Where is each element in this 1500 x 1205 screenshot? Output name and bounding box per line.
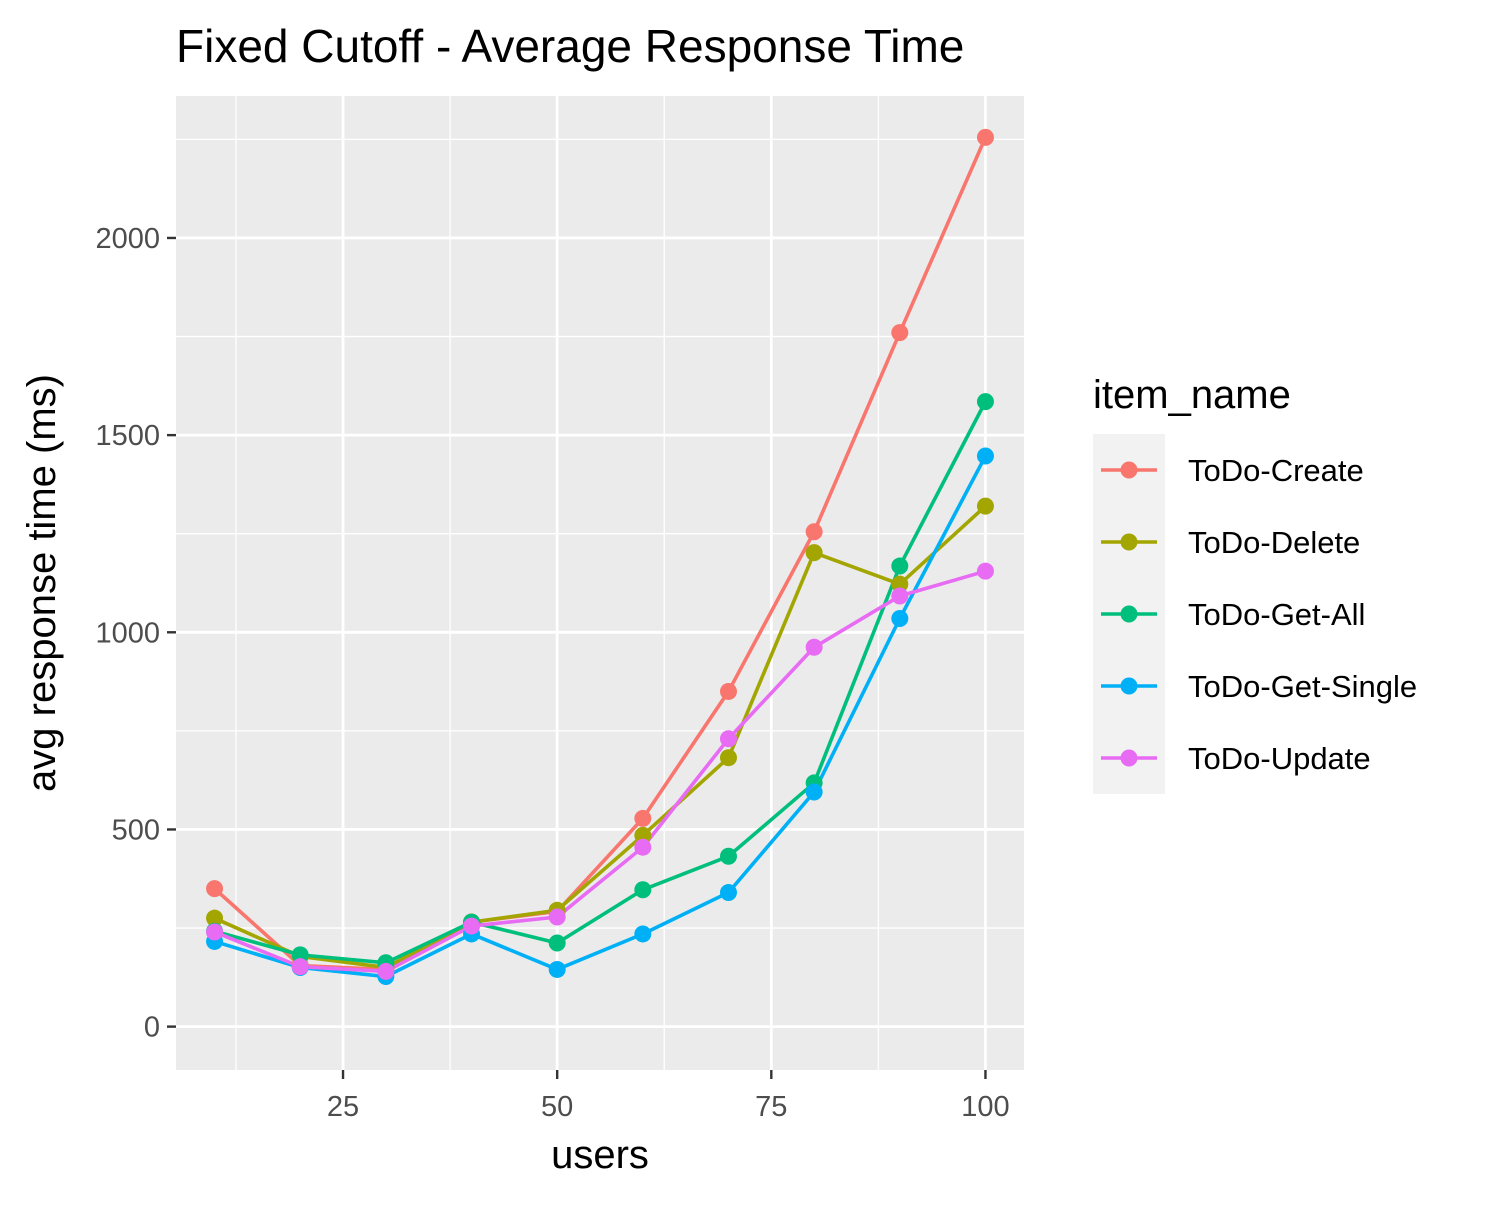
series-line <box>214 455 988 979</box>
series-todo-get-all <box>214 400 988 965</box>
data-point <box>891 587 909 605</box>
y-axis: 0 500 1000 1500 2000 <box>95 223 176 1044</box>
legend-item: ToDo-Create <box>1101 453 1364 488</box>
plot-panel <box>176 96 1024 1070</box>
data-point <box>891 575 909 593</box>
legend-key-point <box>1120 461 1138 479</box>
x-tick-label: 25 <box>327 1091 359 1123</box>
series-todo-get-single <box>214 455 988 979</box>
y-tick-label: 1000 <box>95 617 160 649</box>
data-point <box>634 925 652 943</box>
data-point <box>206 923 224 941</box>
legend-label: ToDo-Create <box>1188 453 1364 488</box>
series-line <box>213 504 987 970</box>
data-point <box>891 609 909 627</box>
data-point <box>548 908 566 926</box>
legend-label: ToDo-Get-All <box>1188 597 1365 632</box>
minor-gridlines <box>176 96 1024 1070</box>
y-tick-label: 1500 <box>95 420 160 452</box>
series-todo-update <box>213 569 986 974</box>
x-axis-title: users <box>551 1133 649 1177</box>
series-line <box>213 569 986 974</box>
data-point <box>805 523 823 541</box>
data-point <box>805 638 823 656</box>
legend: item_name ToDo-Create ToDo-Delete ToDo-Get… <box>1093 373 1417 794</box>
data-point <box>634 826 652 844</box>
data-point <box>719 884 737 902</box>
series-todo-delete <box>213 504 987 970</box>
legend-item: ToDo-Delete <box>1101 525 1360 560</box>
data-point <box>805 544 823 562</box>
legend-key-point <box>1120 749 1138 767</box>
data-point <box>548 934 566 952</box>
chart-title: Fixed Cutoff - Average Response Time <box>176 20 964 72</box>
data-point <box>976 447 994 465</box>
legend-key-point <box>1120 605 1138 623</box>
legend-label: ToDo-Update <box>1188 741 1371 776</box>
data-point <box>291 946 309 964</box>
data-point <box>976 562 994 580</box>
data-point <box>548 960 566 978</box>
legend-key-point <box>1120 533 1138 551</box>
data-point <box>206 880 224 898</box>
x-tick-label: 75 <box>755 1091 787 1123</box>
y-tick-label: 500 <box>112 814 160 846</box>
x-tick-label: 100 <box>961 1091 1009 1123</box>
series-layer <box>206 128 994 986</box>
legend-item: ToDo-Get-All <box>1101 597 1365 632</box>
data-point <box>976 497 994 515</box>
y-axis-title: avg response time (ms) <box>20 374 64 792</box>
data-point <box>719 682 737 700</box>
data-point <box>634 809 652 827</box>
legend-title: item_name <box>1093 373 1291 417</box>
legend-key-point <box>1120 677 1138 695</box>
data-point <box>291 958 309 976</box>
data-point <box>976 393 994 411</box>
legend-item: ToDo-Get-Single <box>1101 669 1417 704</box>
x-tick-label: 50 <box>541 1091 573 1123</box>
data-point <box>805 783 823 801</box>
series-line <box>214 400 988 965</box>
data-point <box>976 128 994 146</box>
legend-item: ToDo-Update <box>1101 741 1371 776</box>
data-point <box>206 909 224 927</box>
data-point <box>634 838 652 856</box>
data-point <box>634 881 652 899</box>
data-point <box>377 962 395 980</box>
x-axis: 25 50 75 100 <box>327 1070 1010 1123</box>
data-point <box>719 749 737 767</box>
data-point <box>719 847 737 865</box>
points-todo-update <box>206 562 994 980</box>
data-point <box>891 324 909 342</box>
data-point <box>719 730 737 748</box>
y-tick-label: 0 <box>144 1012 160 1044</box>
legend-label: ToDo-Get-Single <box>1188 669 1417 704</box>
data-point <box>463 917 481 935</box>
legend-label: ToDo-Delete <box>1188 525 1360 560</box>
data-point <box>891 557 909 575</box>
y-tick-label: 2000 <box>95 223 160 255</box>
